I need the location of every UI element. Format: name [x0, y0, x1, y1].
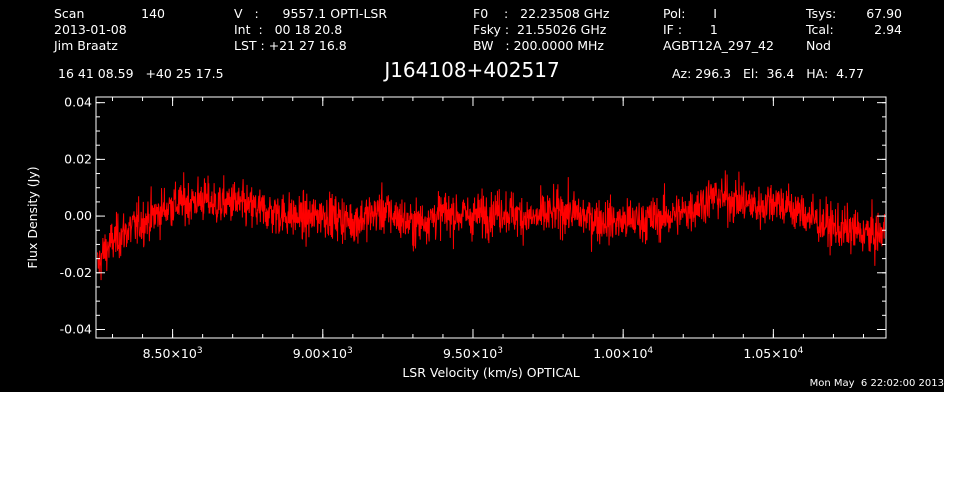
scan-number: 140: [141, 6, 165, 21]
tsys-label: Tsys:: [806, 6, 837, 21]
x-axis-title: LSR Velocity (km/s) OPTICAL: [402, 365, 579, 380]
project-id: AGBT12A_297_42: [663, 38, 774, 53]
spectrum-chart: -0.04 -0.02 0.00 0.02 0.04 8.50×103 9.00×103 9.…: [25, 95, 887, 380]
lst-info: LST : +21 27 16.8: [234, 38, 347, 53]
scan-label: Scan: [54, 6, 85, 21]
y-axis-title: Flux Density (Jy): [25, 166, 40, 268]
source-coordinates: 16 41 08.59 +40 25 17.5: [58, 66, 224, 81]
observation-date: 2013-01-08: [54, 22, 127, 37]
x-tick-label: 9.50×103: [443, 346, 503, 361]
integration-time: Int : 00 18 20.8: [234, 22, 343, 37]
velocity-info: V : 9557.1 OPTI-LSR: [234, 6, 388, 21]
plot-frame: [95, 96, 887, 339]
spectrum-trace: [97, 170, 885, 281]
sky-frequency: Fsky : 21.55026 GHz: [473, 22, 607, 37]
bandwidth: BW : 200.0000 MHz: [473, 38, 604, 53]
source-name: J164108+402517: [384, 58, 560, 82]
x-tick-label: 1.00×104: [593, 346, 653, 361]
y-tick-label: 0.00: [64, 208, 92, 223]
rest-frequency: F0 : 22.23508 GHz: [473, 6, 610, 21]
x-tick-label: 1.05×104: [743, 346, 803, 361]
y-tick-label: 0.02: [64, 151, 92, 166]
switching-mode: Nod: [806, 38, 831, 53]
y-tick-label: -0.04: [60, 321, 92, 336]
tcal-label: Tcal:: [806, 22, 834, 37]
y-tick-label: -0.02: [60, 265, 92, 280]
if-number: IF : 1: [663, 22, 718, 37]
tsys-value: 67.90: [866, 6, 902, 21]
polarization: Pol: I: [663, 6, 717, 21]
observer-name: Jim Braatz: [54, 38, 118, 53]
az-el-ha: Az: 296.3 El: 36.4 HA: 4.77: [672, 66, 865, 81]
x-tick-label: 8.50×103: [143, 346, 203, 361]
timestamp: Mon May 6 22:02:00 2013: [809, 378, 944, 389]
tcal-value: 2.94: [874, 22, 902, 37]
x-tick-label: 9.00×103: [293, 346, 353, 361]
y-tick-label: 0.04: [64, 95, 92, 110]
